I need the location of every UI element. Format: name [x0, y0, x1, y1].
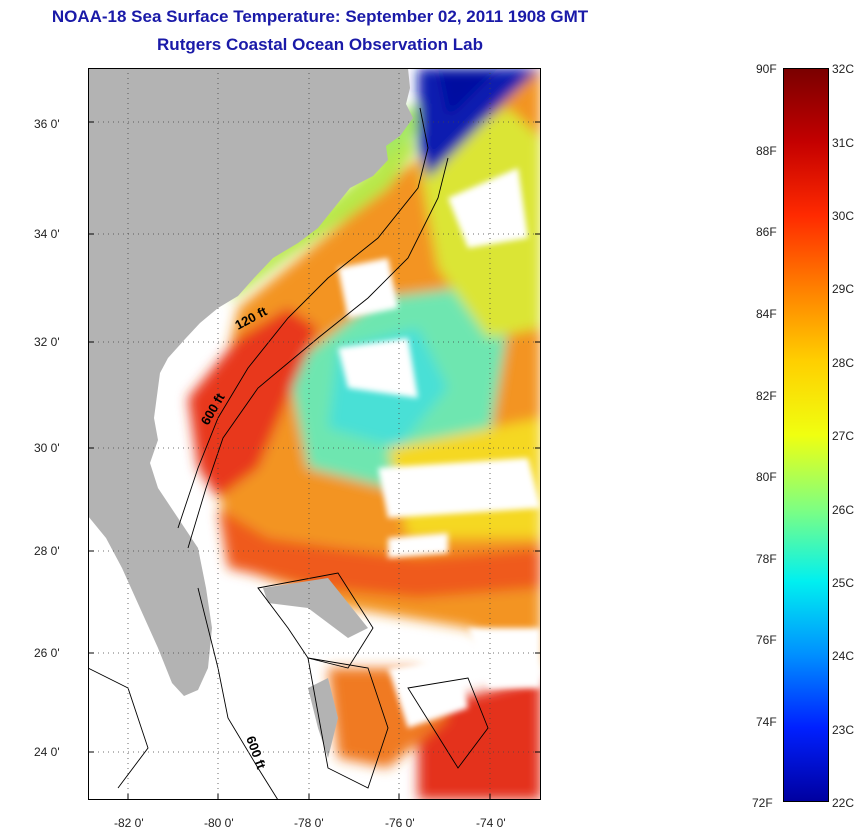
colorbar-f-label: 74F: [756, 715, 777, 729]
colorbar-f-label: 76F: [756, 633, 777, 647]
lon-tick-label: -78 0': [294, 816, 324, 830]
lon-tick-label: -76 0': [385, 816, 415, 830]
colorbar-c-label: 22C: [832, 796, 855, 810]
colorbar-f-label: 80F: [756, 470, 777, 484]
bathymetry-contours: [88, 107, 489, 800]
colorbar-f-label: 82F: [756, 389, 777, 403]
colorbar-c-label: 23C: [832, 723, 855, 737]
lat-tick-label: 32 0': [34, 335, 60, 349]
lat-tick-label: 28 0': [34, 544, 60, 558]
map-title: NOAA-18 Sea Surface Temperature: Septemb…: [51, 7, 589, 26]
colorbar-c-label: 28C: [832, 356, 855, 370]
lat-tick-label: 36 0': [34, 117, 60, 131]
colorbar-c-label: 30C: [832, 209, 855, 223]
colorbar-f-label: 84F: [756, 307, 777, 321]
cloud-patches: [338, 168, 541, 728]
colorbar-f-label: 88F: [756, 144, 777, 158]
map-frame: [88, 68, 541, 800]
colorbar-c-label: 26C: [832, 503, 855, 517]
map-subtitle: Rutgers Coastal Ocean Observation Lab: [157, 35, 483, 54]
colorbar-f-label: 90F: [756, 62, 777, 76]
temperature-colorbar: [783, 68, 829, 802]
colorbar-c-label: 25C: [832, 576, 855, 590]
sst-map-canvas: 120 ft 600 ft 600 ft: [88, 68, 541, 800]
graticule: [88, 68, 541, 800]
lon-tick-label: -74 0': [476, 816, 506, 830]
lat-tick-label: 24 0': [34, 745, 60, 759]
lat-tick-label: 26 0': [34, 646, 60, 660]
lat-tick-label: 34 0': [34, 227, 60, 241]
colorbar-c-label: 32C: [832, 62, 855, 76]
colorbar-f-label: 72F: [752, 796, 773, 810]
colorbar-f-label: 78F: [756, 552, 777, 566]
lon-tick-label: -80 0': [204, 816, 234, 830]
colorbar-f-label: 86F: [756, 225, 777, 239]
lon-tick-label: -82 0': [114, 816, 144, 830]
lat-tick-label: 30 0': [34, 441, 60, 455]
island: [263, 578, 368, 638]
colorbar-c-label: 27C: [832, 429, 855, 443]
land-mass: [88, 68, 413, 696]
colorbar-c-label: 31C: [832, 136, 855, 150]
colorbar-c-label: 29C: [832, 282, 855, 296]
sst-map: 120 ft 600 ft 600 ft: [88, 68, 541, 800]
colorbar-c-label: 24C: [832, 649, 855, 663]
